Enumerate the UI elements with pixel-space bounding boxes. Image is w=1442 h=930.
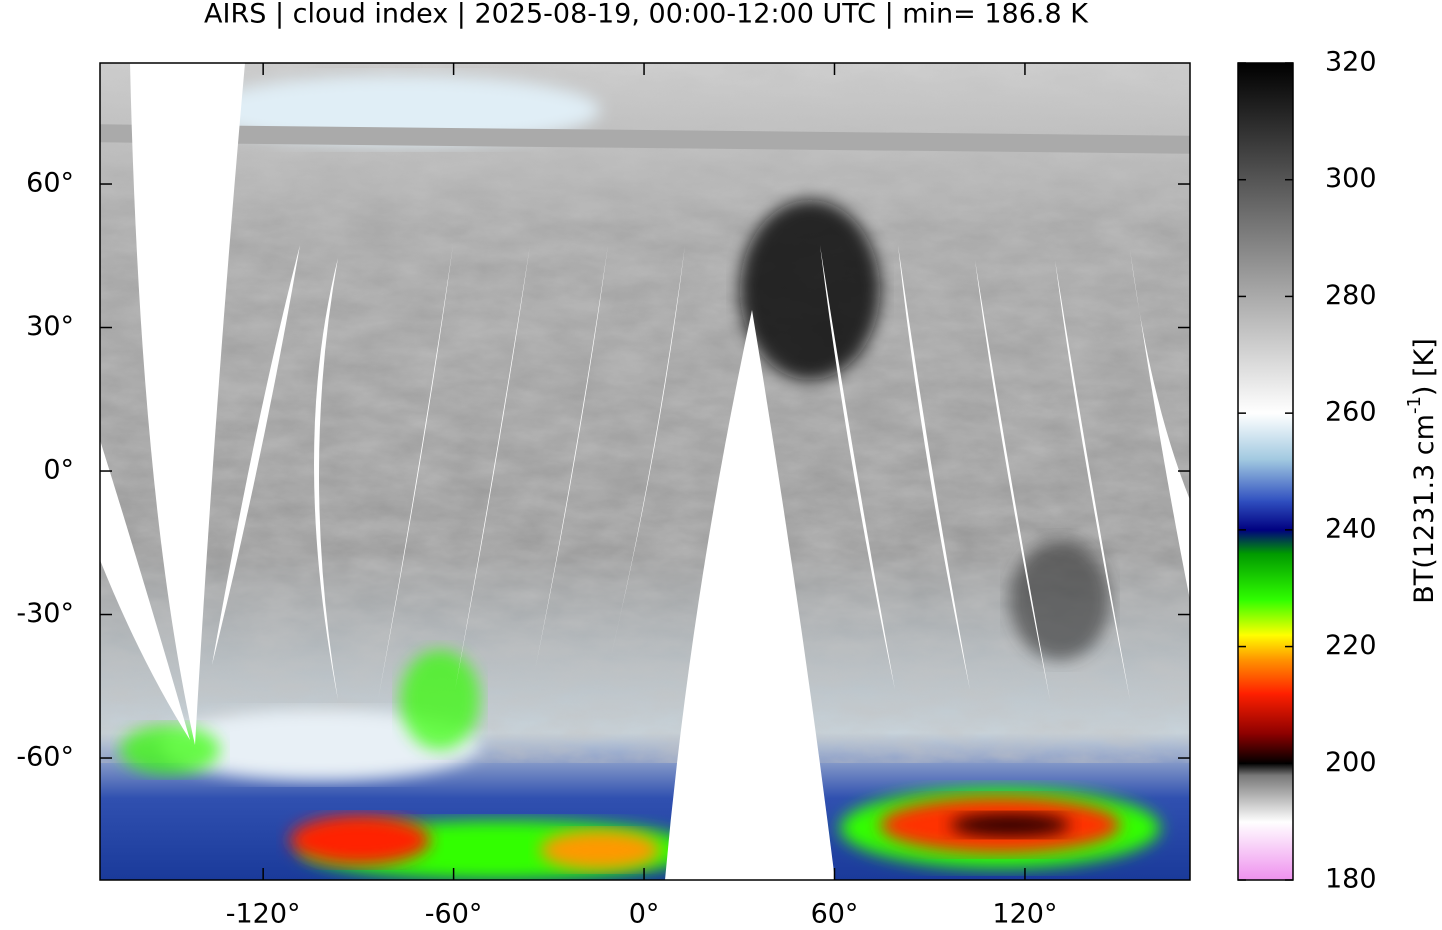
colorbar-segment [1238,599,1293,636]
x-tick-label: 60° [811,899,859,930]
colorbar-tick-label: 240 [1325,513,1377,544]
colorbar-segment [1238,500,1293,531]
colorbar-tick-label: 180 [1325,864,1377,895]
colorbar-label-end: ) [K] [1409,338,1440,396]
colorbar-tick-label: 280 [1325,280,1377,311]
colorbar-tick-label: 220 [1325,630,1377,661]
colorbar-segment [1238,734,1293,764]
y-tick-label: -60° [16,742,74,773]
colorbar-segment [1238,693,1293,735]
y-tick-label: 60° [26,168,74,199]
x-tick-label: -120° [226,899,301,930]
map-image [100,63,1190,880]
colorbar-segment [1238,658,1293,694]
colorbar-segment [1238,459,1293,502]
chart-title: AIRS | cloud index | 2025-08-19, 00:00-1… [204,0,1089,30]
colorbar-tick-label: 200 [1325,747,1377,778]
y-tick-label: -30° [16,598,74,629]
y-tick-label: 30° [26,311,74,342]
colorbar-label: BT(1231.3 cm-1) [K] [1404,338,1440,604]
colorbar-segment [1238,63,1293,414]
colorbar-segment [1238,553,1293,601]
colorbar-segment [1238,413,1293,461]
colorbar-label-text: BT(1231.3 cm [1409,414,1440,604]
y-tick-label: 0° [43,455,74,486]
x-tick-label: 120° [992,899,1057,930]
colorbar-tick-label: 320 [1325,47,1377,78]
colorbar-frame [1237,62,1294,881]
colorbar-segment [1238,821,1293,881]
colorbar-label-sup: -1 [1404,396,1425,414]
x-tick-label: 0° [629,899,660,930]
colorbar-tick-label: 260 [1325,397,1377,428]
colorbar-segment [1238,529,1293,554]
colorbar-segment [1238,634,1293,659]
colorbar-tick-label: 300 [1325,163,1377,194]
colorbar-segment [1238,774,1293,823]
x-tick-label: -60° [425,899,483,930]
colorbar-segment [1238,763,1293,776]
